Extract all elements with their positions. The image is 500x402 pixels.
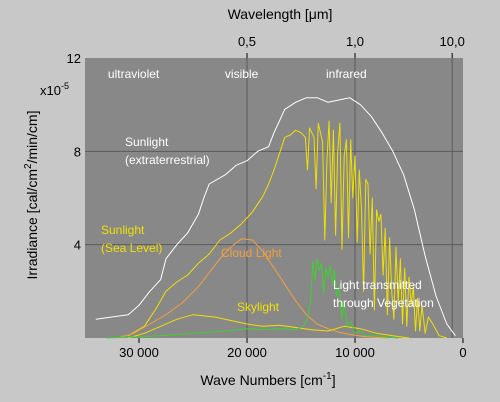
series-line-2	[117, 238, 388, 339]
annotations: Sunlight (extraterrestrial) Sunlight (Sea L…	[101, 135, 434, 314]
annotation-2: Cloud Light	[221, 246, 282, 260]
region-label-visible: visible	[225, 67, 259, 81]
annotation-1: Sunlight (Sea Level)	[101, 223, 162, 255]
x-tick-label: 0	[459, 345, 466, 360]
y-tick-label: 12	[67, 51, 81, 66]
region-label-ultraviolet: ultraviolet	[108, 67, 160, 81]
top-tick-label: 10,0	[440, 34, 465, 49]
series-group	[95, 97, 456, 339]
grid	[85, 58, 463, 338]
series-line-0	[95, 97, 456, 336]
y-tick-label: 4	[74, 238, 81, 253]
y-axis-title: Irradiance [cal/cm2/min/cm]	[23, 111, 40, 280]
annotation-3: Skylight	[237, 300, 280, 314]
x-tick-label: 20 000	[227, 345, 267, 360]
series-line-4	[106, 258, 399, 339]
top-axis-title: Wavelength [μm]	[228, 6, 333, 22]
region-labels: ultraviolet visible infrared	[108, 67, 367, 81]
y-tick-label: 8	[74, 144, 81, 159]
series-line-3	[128, 314, 410, 339]
series-line-1	[127, 120, 447, 339]
top-tick-label: 1,0	[346, 34, 364, 49]
annotation-4: Light transmitted through Vegetation	[333, 278, 434, 310]
x-axis-title: Wave Numbers [cm-1]	[200, 371, 335, 388]
x-tick-label: 30 000	[119, 345, 159, 360]
top-tick-label: 0,5	[238, 34, 256, 49]
plot-area	[85, 58, 463, 338]
y-multiplier: x10-5	[40, 81, 69, 98]
x-tick-label: 10 000	[335, 345, 375, 360]
region-label-infrared: infrared	[326, 67, 367, 81]
annotation-0: Sunlight (extraterrestrial)	[125, 135, 210, 167]
